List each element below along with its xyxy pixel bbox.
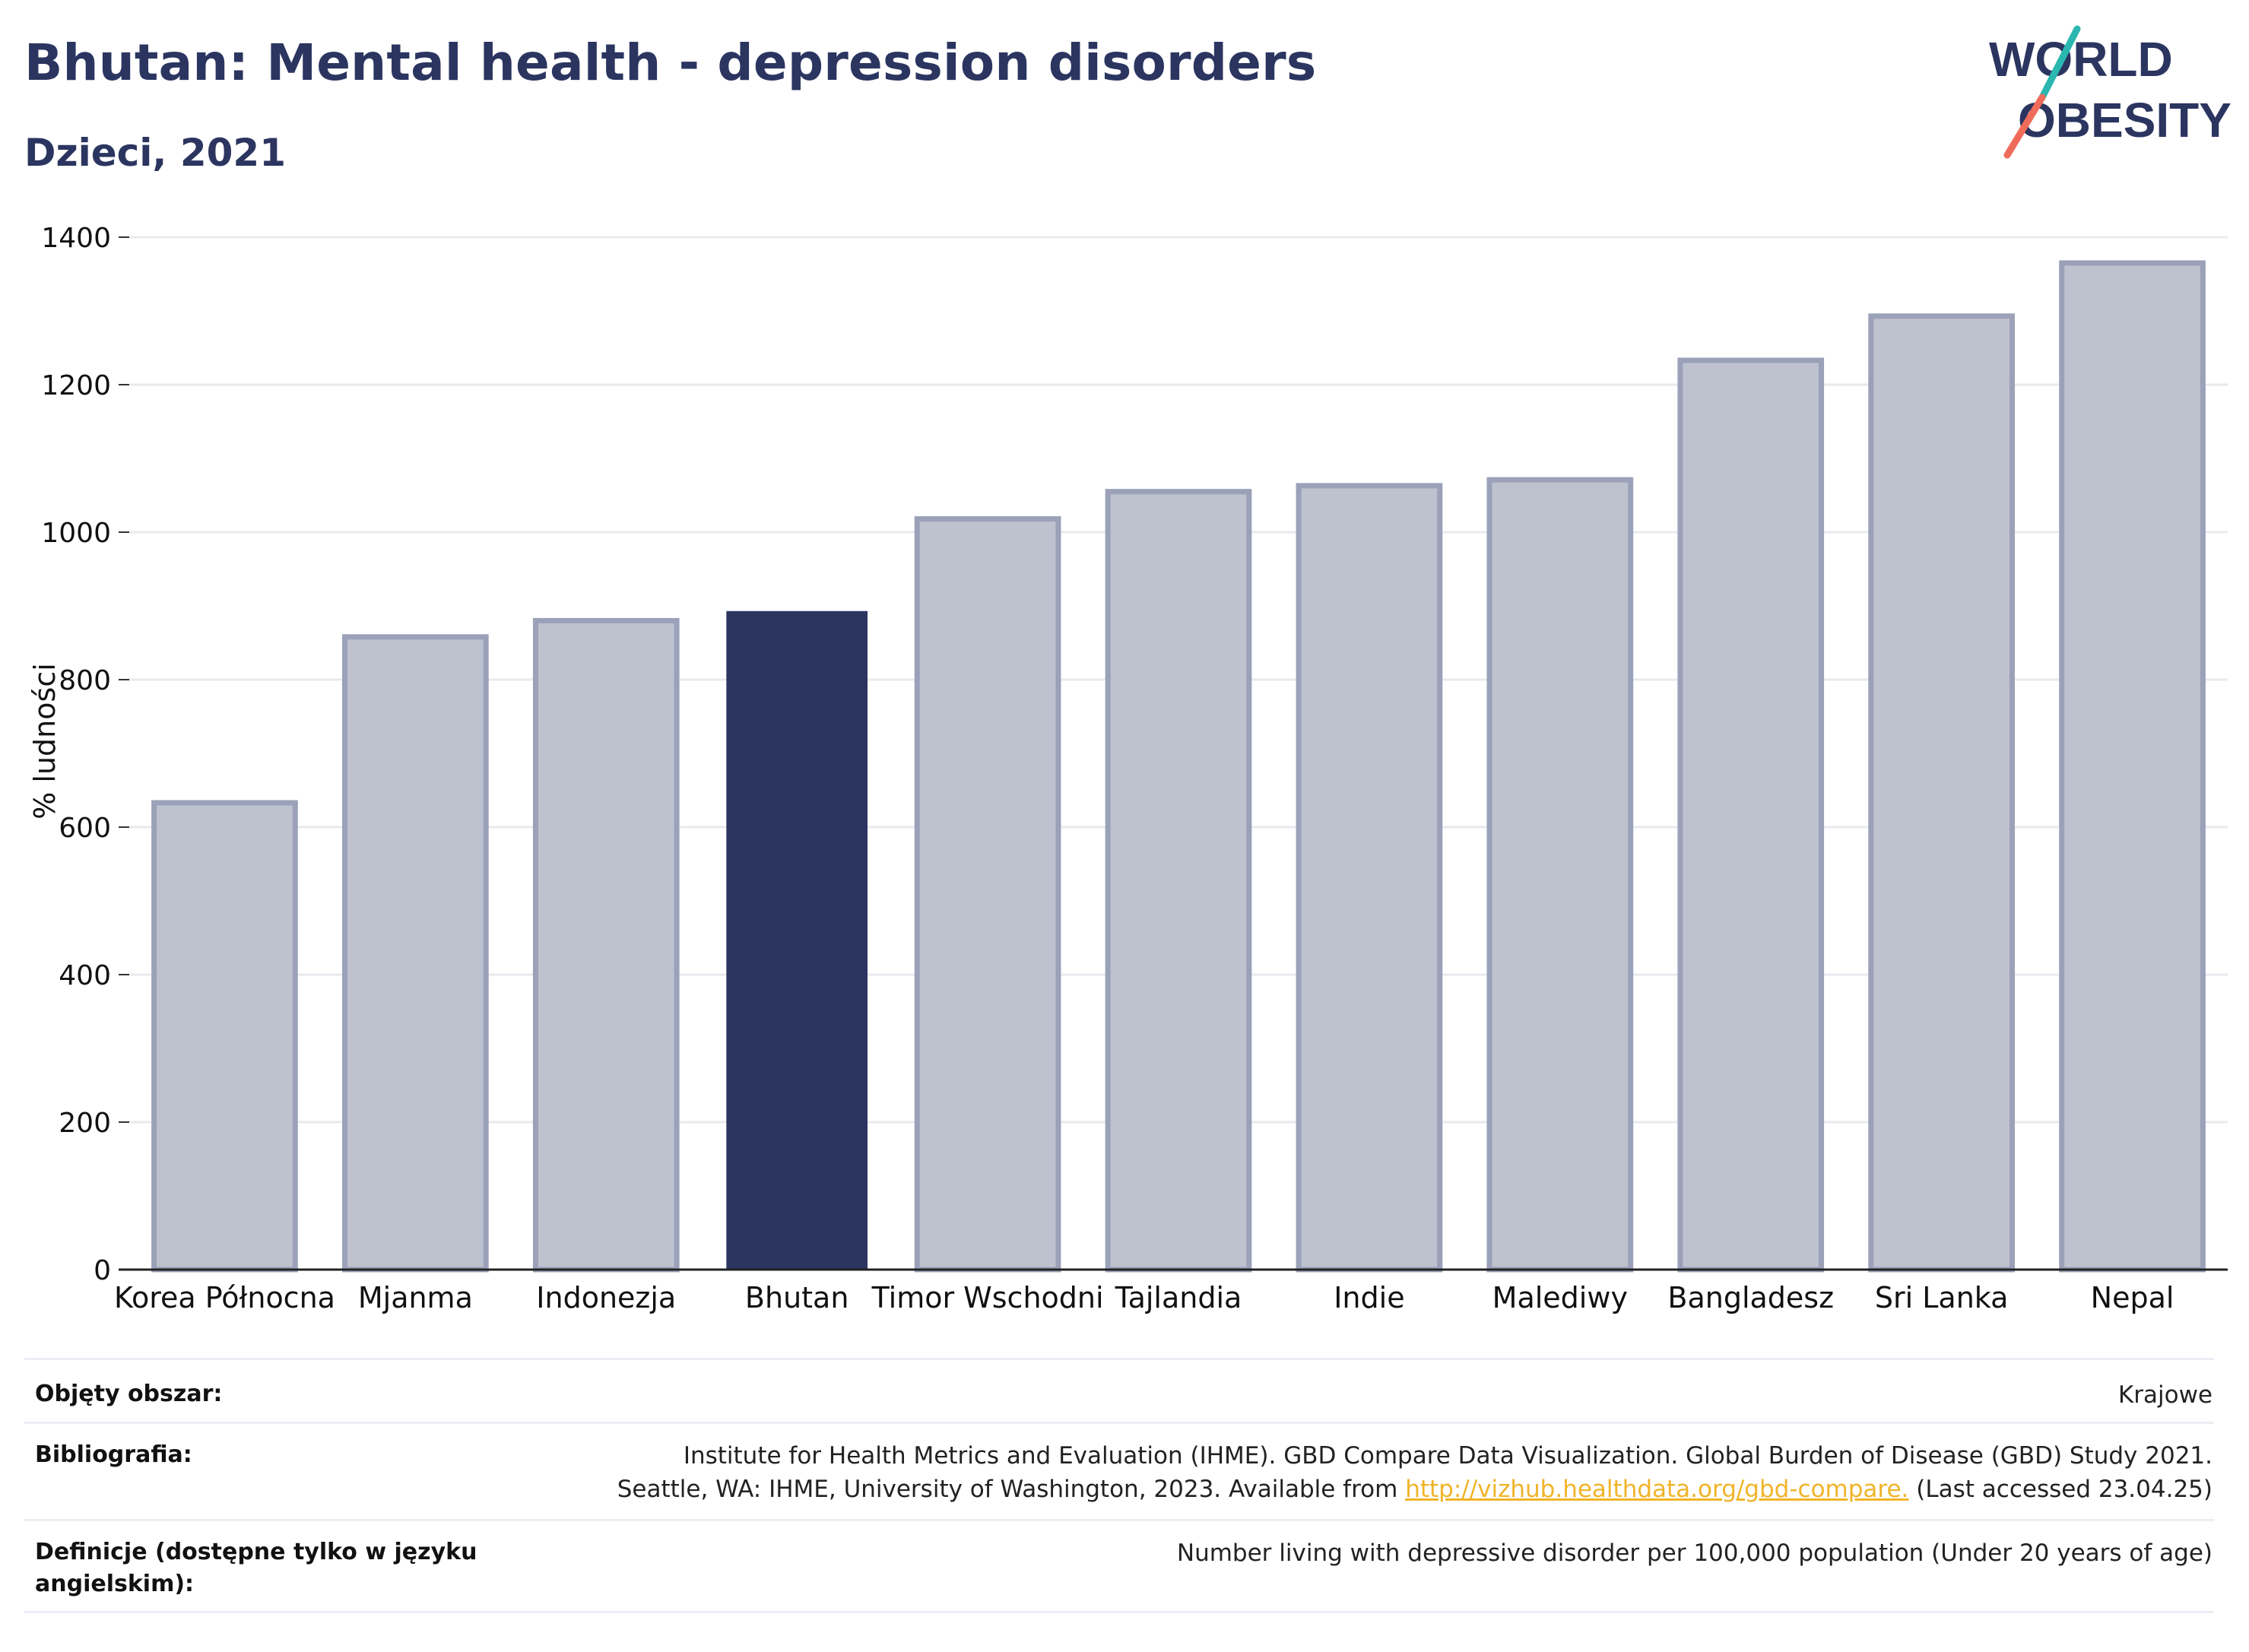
x-tick-label: Timor Wschodni (871, 1281, 1104, 1314)
x-tick-label: Nepal (2091, 1281, 2174, 1314)
x-tick-label: Bhutan (745, 1281, 849, 1314)
y-tick-label: 600 (59, 813, 111, 844)
logo-line1: WORLD (1989, 32, 2173, 87)
logo-line2: OBESITY (2018, 93, 2232, 147)
bibliography-suffix: (Last accessed 23.04.25) (1908, 1476, 2213, 1503)
chart-subtitle: Dzieci, 2021 (24, 131, 286, 175)
x-tick-label: Indie (1334, 1281, 1404, 1314)
y-tick-label: 200 (59, 1108, 111, 1139)
x-tick-label: Korea Północna (114, 1281, 335, 1314)
x-tick-label: Tajlandia (1115, 1281, 1242, 1314)
bar-chart: 0 200 400 600 800 1000 1200 1400 Korea Północna M… (28, 223, 2228, 1314)
y-tick-label: 800 (59, 665, 111, 696)
world-obesity-logo: WORLD OBESITY (1989, 25, 2232, 159)
bibliography-line2: Seattle, WA: IHME, University of Washing… (617, 1473, 2213, 1506)
x-tick-label: Indonezja (536, 1281, 676, 1314)
x-tick-label: Sri Lanka (1875, 1281, 2009, 1314)
x-tick-label: Malediwy (1492, 1281, 1628, 1314)
footer-row-bibliography: Bibliografia: Institute for Health Metri… (24, 1422, 2214, 1519)
chart-footer: Objęty obszar: Krajowe Bibliografia: Ins… (24, 1358, 2214, 1613)
bar-mjanma (342, 634, 489, 1273)
bibliography-link[interactable]: http://vizhub.healthdata.org/gbd-compare… (1405, 1476, 1909, 1503)
bar-indie (1296, 483, 1443, 1273)
chart-title: Bhutan: Mental health - depression disor… (24, 33, 1317, 92)
footer-value-definitions: Number living with depressive disorder p… (1176, 1539, 2213, 1567)
footer-row-definitions: Definicje (dostępne tylko w języku angie… (24, 1519, 2214, 1613)
footer-label-bibliography: Bibliografia: (35, 1441, 192, 1468)
bibliography-prefix: Seattle, WA: IHME, University of Washing… (617, 1476, 1406, 1503)
y-tick-label: 1000 (41, 518, 111, 549)
x-tick-label: Mjanma (358, 1281, 473, 1314)
y-tick-label: 400 (59, 960, 111, 991)
y-axis-label: % ludności (28, 663, 62, 820)
y-tick-label: 0 (94, 1255, 111, 1286)
bars (151, 260, 2206, 1273)
bar-korea-północna (151, 800, 298, 1273)
bar-indonezja (532, 617, 680, 1273)
bar-nepal (2059, 260, 2206, 1273)
bar-tajlandia (1105, 489, 1252, 1273)
bar-bhutan (726, 610, 868, 1270)
bar-sri-lanka (1868, 313, 2015, 1273)
footer-label-definitions: Definicje (dostępne tylko w języku angie… (35, 1539, 477, 1597)
footer-label-coverage: Objęty obszar: (35, 1381, 223, 1407)
footer-value-bibliography: Institute for Health Metrics and Evaluat… (617, 1439, 2214, 1506)
y-tick-label: 1200 (41, 370, 111, 401)
bar-malediwy (1486, 477, 1634, 1273)
bibliography-line1: Institute for Health Metrics and Evaluat… (683, 1442, 2213, 1470)
axes: 0 200 400 600 800 1000 1200 1400 Korea Północna M… (41, 223, 2228, 1314)
bar-bangladesz (1677, 357, 1825, 1273)
x-tick-label: Bangladesz (1667, 1281, 1834, 1314)
footer-row-coverage: Objęty obszar: Krajowe (24, 1358, 2214, 1422)
logo-slash-top (2038, 25, 2081, 101)
footer-value-coverage: Krajowe (2117, 1381, 2213, 1409)
logo-slash-bottom (2003, 94, 2046, 159)
y-tick-label: 1400 (41, 223, 111, 254)
bar-timor-wschodni (914, 516, 1061, 1273)
